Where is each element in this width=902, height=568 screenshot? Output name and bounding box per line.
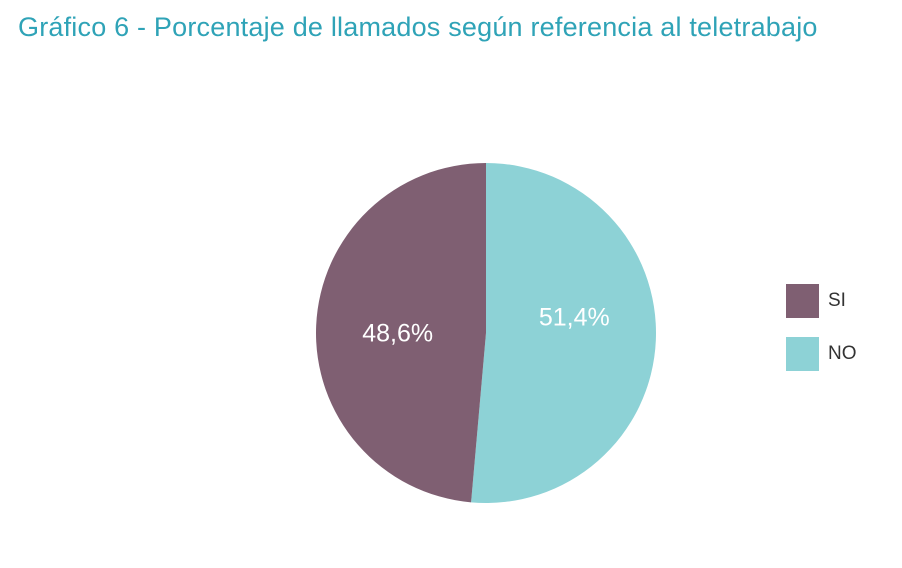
pie-slice-labels: 51,4% 48,6%: [362, 303, 610, 347]
legend-item-no: NO: [786, 337, 857, 371]
legend-item-si: SI: [786, 284, 857, 318]
pie-slice-label-si: 48,6%: [362, 320, 433, 348]
legend: SI NO: [786, 284, 857, 390]
legend-label-no: NO: [828, 343, 857, 364]
chart-title: Gráfico 6 - Porcentaje de llamados según…: [18, 12, 818, 42]
legend-swatch-si: [786, 284, 819, 318]
pie-slice-si: [315, 163, 486, 503]
legend-swatch-no: [786, 337, 819, 371]
pie-slices: [315, 163, 656, 503]
legend-label-si: SI: [828, 290, 846, 311]
pie-slice-label-no: 51,4%: [539, 303, 610, 331]
pie-slice-no: [471, 163, 656, 503]
